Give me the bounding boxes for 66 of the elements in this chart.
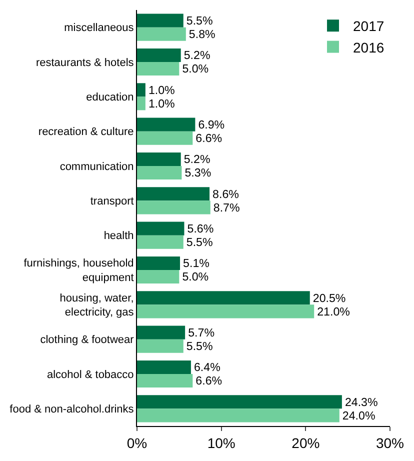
y-tick-label: health — [104, 230, 134, 242]
y-tick-label: miscellaneous — [64, 22, 134, 34]
data-label: 5.5% — [186, 340, 213, 353]
data-label: 5.2% — [184, 50, 210, 62]
bar — [137, 200, 210, 214]
bar — [137, 187, 210, 201]
bar — [137, 339, 184, 353]
data-label: 5.7% — [188, 327, 214, 340]
data-label: 5.2% — [184, 154, 210, 166]
x-tick-label: 0% — [126, 434, 148, 451]
bar — [137, 222, 184, 236]
bar — [137, 360, 191, 374]
x-tick-label: 30% — [376, 434, 404, 451]
y-tick-label: clothing & footwear — [40, 334, 134, 346]
data-label: 8.7% — [213, 202, 240, 214]
data-label: 8.6% — [212, 188, 239, 201]
y-tick-label: alcohol & tobacco — [46, 368, 134, 381]
bar — [137, 131, 193, 145]
bar — [137, 83, 146, 97]
data-label: 6.4% — [194, 362, 220, 374]
bar — [137, 395, 342, 409]
y-tick-label: restaurants & hotels — [36, 56, 134, 69]
bar — [137, 62, 180, 76]
y-tick-label: housing, water, electricity, gas — [60, 292, 134, 319]
data-label: 21.0% — [317, 306, 350, 318]
bar — [137, 304, 314, 318]
data-label: 1.0% — [148, 84, 175, 97]
data-label: 5.5% — [186, 15, 213, 28]
data-label: 5.3% — [184, 168, 212, 180]
data-label: 24.0% — [342, 410, 376, 422]
bar — [137, 326, 186, 340]
bar — [137, 256, 180, 270]
y-tick-label: recreation & culture — [38, 126, 134, 138]
bar — [137, 152, 181, 166]
data-label: 1.0% — [148, 98, 175, 110]
bar — [137, 374, 193, 388]
data-label: 6.6% — [196, 132, 222, 145]
y-tick-label: communication — [60, 160, 134, 173]
bar — [137, 235, 184, 249]
bar — [137, 270, 180, 284]
data-label: 6.9% — [198, 119, 225, 132]
data-label: 24.3% — [344, 396, 378, 409]
data-label: 5.5% — [186, 236, 213, 249]
bar — [137, 27, 186, 41]
data-label: 5.8% — [188, 28, 216, 41]
x-tick-label: 20% — [292, 434, 320, 451]
y-tick-label: education — [86, 92, 134, 104]
bar — [137, 96, 146, 110]
data-label: 20.5% — [312, 292, 346, 305]
bar — [137, 408, 340, 422]
y-tick-label: transport — [90, 196, 134, 208]
legend-label: 2016 — [353, 39, 384, 56]
data-label: 5.1% — [183, 258, 210, 270]
y-tick-label: furnishings, household equipment — [24, 258, 134, 284]
legend-label: 2017 — [353, 18, 384, 34]
data-label: 6.6% — [196, 376, 222, 388]
bar — [137, 48, 181, 62]
data-label: 5.6% — [187, 223, 214, 236]
x-tick-label: 10% — [207, 434, 236, 451]
bar — [137, 291, 310, 305]
bar — [137, 118, 196, 132]
data-label: 5.0% — [182, 64, 209, 76]
y-tick-label: food & non-alcohol.drinks — [10, 404, 134, 416]
data-label: 5.0% — [182, 272, 209, 284]
bar — [137, 166, 182, 180]
bar — [137, 14, 184, 28]
